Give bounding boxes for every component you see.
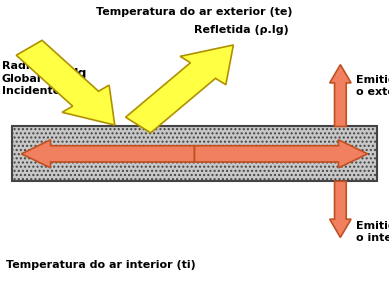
Text: Radiação
Global
Incidente: Radiação Global Incidente xyxy=(2,61,60,96)
FancyArrow shape xyxy=(329,181,351,237)
Text: Ig: Ig xyxy=(74,67,88,80)
Text: Emitida para
o interior: Emitida para o interior xyxy=(356,221,389,243)
Text: Temperatura do ar interior (ti): Temperatura do ar interior (ti) xyxy=(6,260,196,270)
FancyArrow shape xyxy=(329,65,351,126)
Text: Temperatura do ar exterior (te): Temperatura do ar exterior (te) xyxy=(96,7,293,17)
FancyArrow shape xyxy=(194,140,368,168)
FancyArrow shape xyxy=(21,140,194,168)
Bar xyxy=(12,126,377,181)
FancyArrow shape xyxy=(16,40,115,125)
FancyArrow shape xyxy=(126,45,233,133)
Text: Refletida (ρ.Ig): Refletida (ρ.Ig) xyxy=(194,25,289,35)
Text: Emitida para
o exterior: Emitida para o exterior xyxy=(356,74,389,97)
Text: Absorvida (α.Ig): Absorvida (α.Ig) xyxy=(144,149,245,159)
